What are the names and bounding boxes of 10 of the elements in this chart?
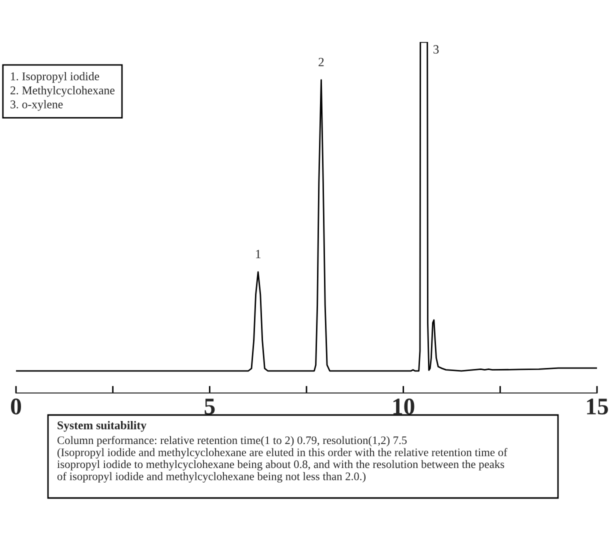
annotation: 1. Isopropyl iodide 2. Methylcyclohexane 3. o-xylene bbox=[10, 72, 114, 111]
annotation: 1 bbox=[256, 250, 260, 258]
text: System suitability bbox=[58, 421, 146, 432]
text: Column performance: relative retention time(1 to 2) 0.79, resolution(1,2) 7.5 (Isopropyl iodide and methylcyclohexane are eluted in this order with the relative retention time of isopropyl iodide to methylcyclohexane being about 0.8, and with the resolution between the peaks of isopropyl iodide and methylcyclohexane being not less than 2.0.) bbox=[57, 436, 508, 483]
x-tick-label: 15 bbox=[587, 398, 608, 414]
annotation: 3 bbox=[434, 45, 439, 54]
x-tick-label: 10 bbox=[393, 398, 414, 414]
x-tick-label: 0 bbox=[10, 398, 22, 414]
x-tick-label: 5 bbox=[204, 398, 215, 414]
annotation: 2 bbox=[318, 58, 324, 66]
